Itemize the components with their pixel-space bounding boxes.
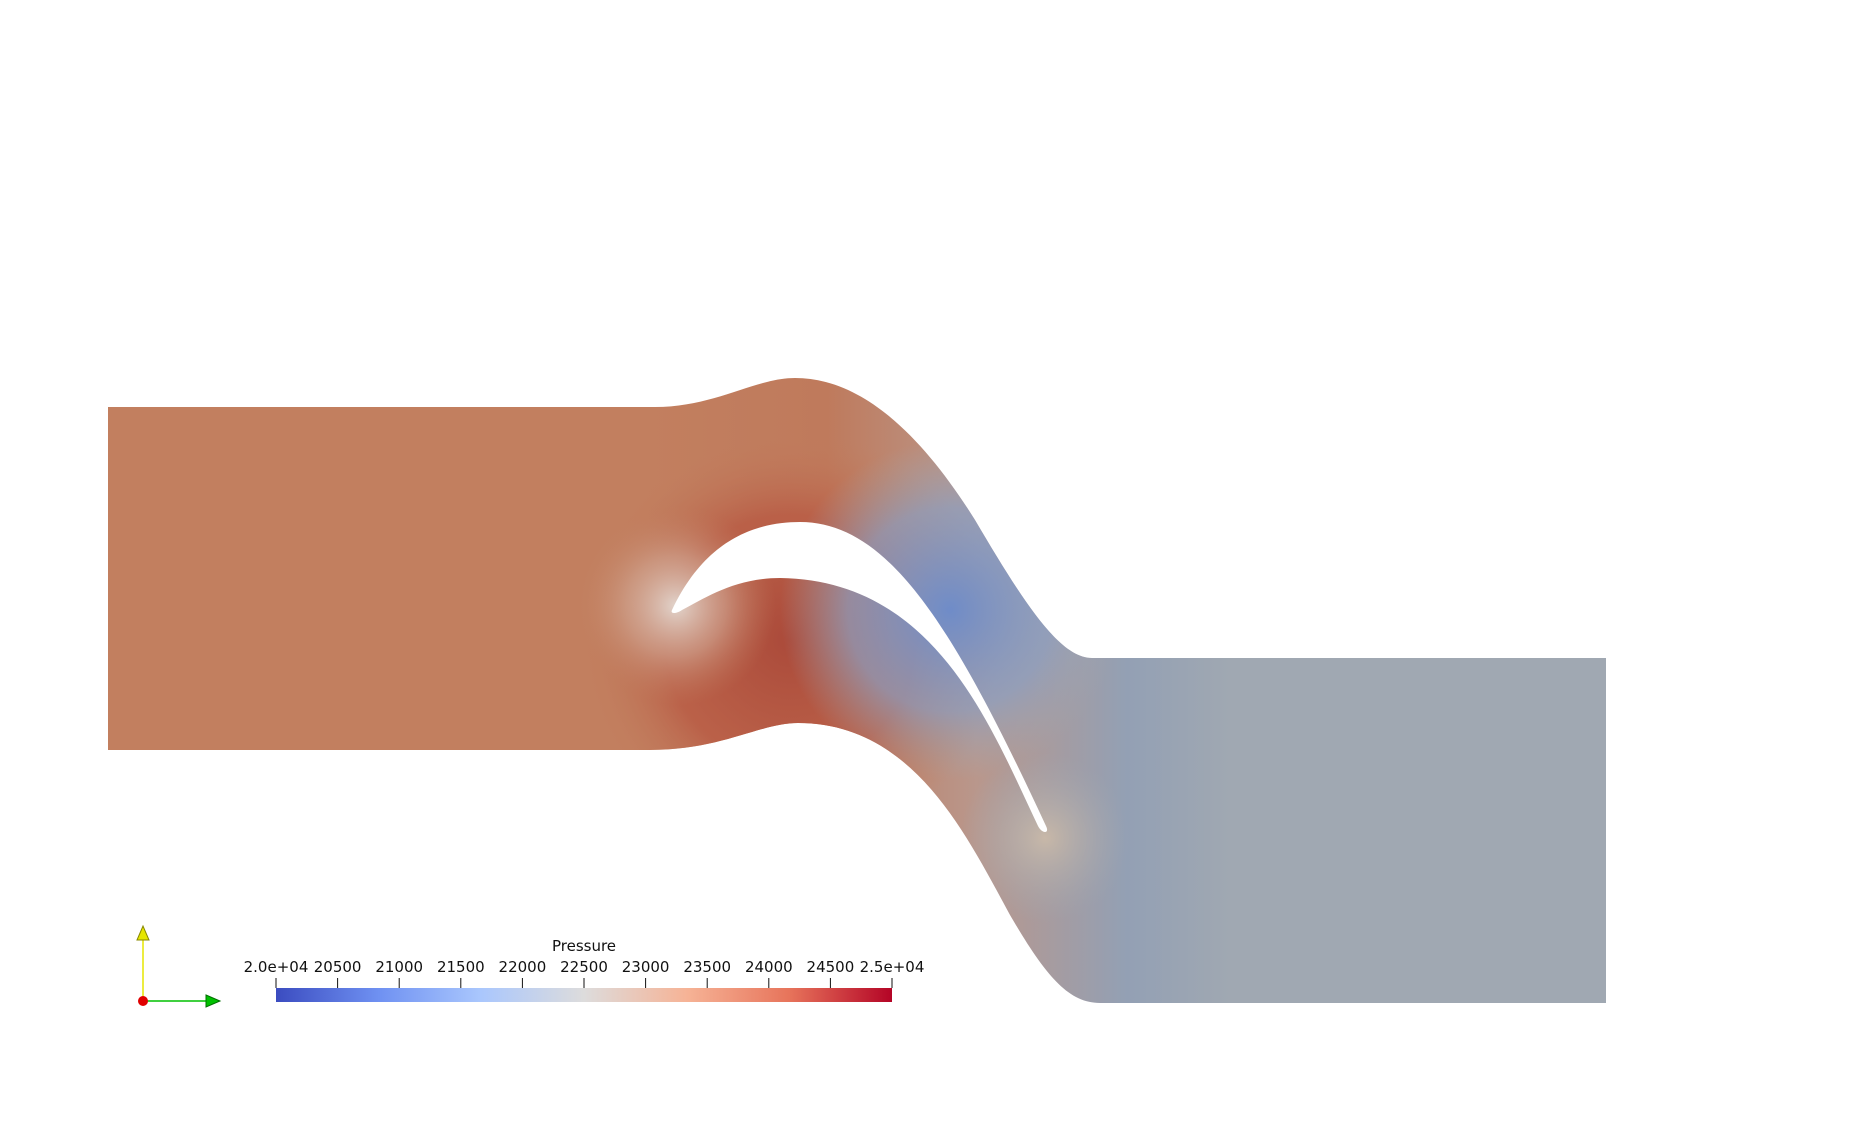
- color-legend[interactable]: Pressure 2.0e+04 20500 21000 21500 22000 2250…: [244, 937, 925, 1002]
- legend-tick-label: 24500: [807, 958, 855, 976]
- legend-tick-label: 22500: [560, 958, 608, 976]
- legend-tick-label: 21000: [375, 958, 423, 976]
- legend-title: Pressure: [552, 937, 616, 955]
- legend-tick-label: 23500: [683, 958, 731, 976]
- legend-tick-labels: 2.0e+04 20500 21000 21500 22000 22500 23000 235…: [244, 958, 925, 976]
- suction-side-low-region: [780, 440, 1120, 800]
- trailing-edge-region: [950, 750, 1150, 930]
- blade-profile: [671, 522, 1048, 832]
- legend-color-bar: [276, 988, 892, 1002]
- legend-tick-label: 23000: [622, 958, 670, 976]
- legend-tick-label: 24000: [745, 958, 793, 976]
- legend-ticks: [275, 978, 893, 988]
- y-axis-arrow-icon: [136, 924, 150, 941]
- legend-tick-label: 21500: [437, 958, 485, 976]
- orientation-axes[interactable]: [136, 924, 222, 1008]
- x-axis-arrow-icon: [205, 994, 222, 1008]
- legend-tick-label: 20500: [314, 958, 362, 976]
- legend-tick-label: 22000: [499, 958, 547, 976]
- legend-min-label: 2.0e+04: [244, 958, 309, 976]
- legend-max-label: 2.5e+04: [860, 958, 925, 976]
- flow-domain: [108, 378, 1606, 1003]
- z-axis-dot-icon: [138, 996, 148, 1006]
